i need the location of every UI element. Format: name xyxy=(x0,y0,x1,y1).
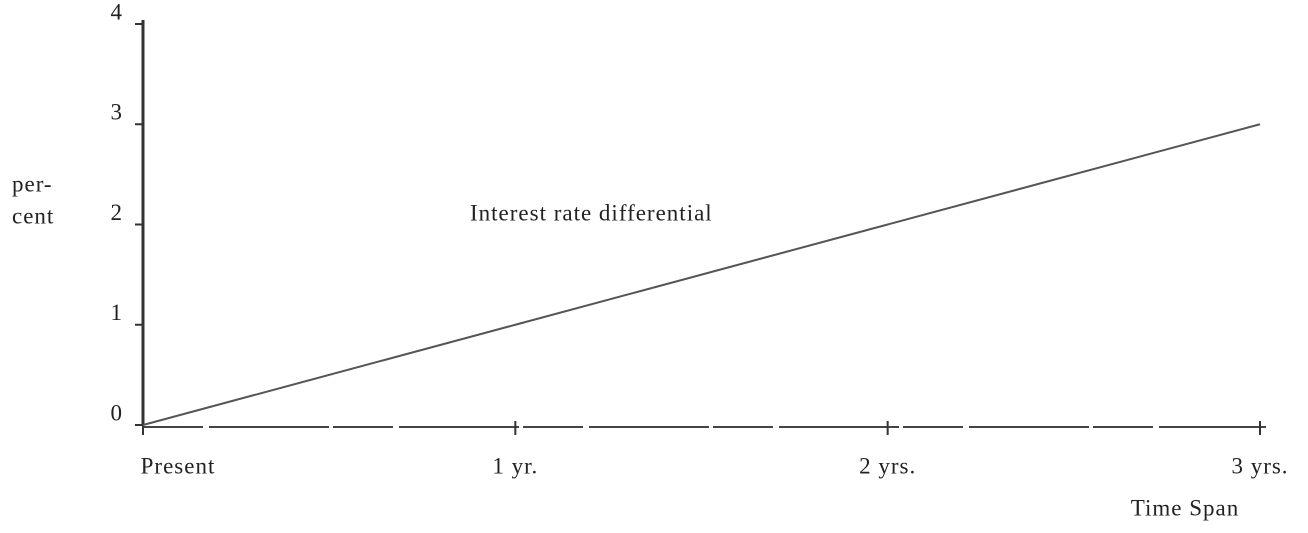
x-tick-label: Present xyxy=(141,453,216,478)
y-axis-label: per- xyxy=(12,171,53,196)
data-line xyxy=(142,123,1261,426)
y-tick-label: 4 xyxy=(111,0,124,24)
y-tick-label: 0 xyxy=(111,400,124,425)
y-tick-label: 3 xyxy=(111,100,124,125)
x-tick-label: 1 yr. xyxy=(492,453,538,478)
y-tick-label: 1 xyxy=(111,300,124,325)
x-tick-label: 2 yrs. xyxy=(859,453,916,478)
x-axis-label: Time Span xyxy=(1131,495,1239,520)
x-tick-label: 3 yrs. xyxy=(1231,453,1288,478)
y-axis-label: cent xyxy=(12,203,54,228)
series-label: Interest rate differential xyxy=(470,200,713,225)
y-tick-label: 2 xyxy=(111,200,124,225)
